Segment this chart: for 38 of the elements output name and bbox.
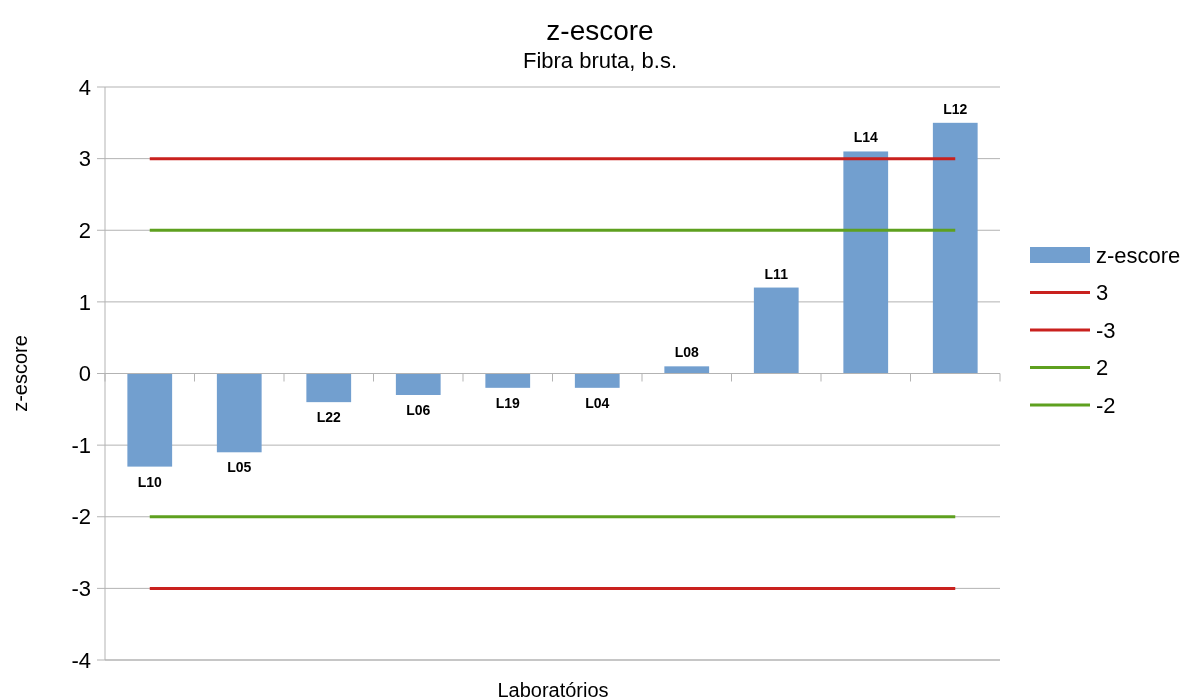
- bar: [843, 151, 889, 374]
- bar: [306, 373, 352, 403]
- legend-label: -2: [1096, 392, 1116, 418]
- y-tick-label: -4: [71, 647, 91, 673]
- bar: [127, 373, 173, 467]
- legend-label: -3: [1096, 317, 1116, 343]
- x-tick-label: L08: [674, 344, 700, 361]
- bar: [395, 373, 441, 395]
- chart-subtitle: Fibra bruta, b.s.: [522, 48, 678, 73]
- y-tick-label: -1: [71, 432, 91, 458]
- legend-label: z-escore: [1096, 242, 1181, 268]
- bar: [753, 287, 799, 374]
- bar: [932, 122, 978, 374]
- bar: [216, 373, 262, 453]
- y-tick-label: 3: [78, 146, 91, 172]
- legend-label: 3: [1096, 280, 1109, 306]
- y-tick-label: 0: [78, 361, 91, 387]
- y-tick-label: -3: [71, 576, 91, 602]
- x-tick-label: L22: [316, 409, 342, 426]
- x-tick-label: L19: [495, 394, 521, 411]
- x-tick-label: L10: [137, 473, 163, 490]
- x-tick-label: L12: [943, 100, 968, 117]
- x-tick-label: L14: [853, 129, 879, 146]
- x-tick-label: L11: [764, 265, 789, 282]
- y-tick-label: -2: [71, 504, 91, 530]
- y-tick-label: 1: [78, 289, 91, 315]
- x-tick-label: L06: [406, 401, 431, 418]
- x-tick-label: L04: [585, 394, 610, 411]
- bar: [574, 373, 620, 388]
- bar: [485, 373, 531, 388]
- x-tick-label: L05: [227, 459, 252, 476]
- chart-title: z-escore: [546, 15, 654, 46]
- x-axis-title: Laboratórios: [497, 679, 609, 700]
- bar: [664, 366, 710, 374]
- y-axis-title: z-escore: [9, 335, 31, 412]
- y-tick-label: 2: [78, 217, 91, 243]
- y-tick-label: 4: [78, 74, 91, 100]
- legend-label: 2: [1096, 355, 1109, 381]
